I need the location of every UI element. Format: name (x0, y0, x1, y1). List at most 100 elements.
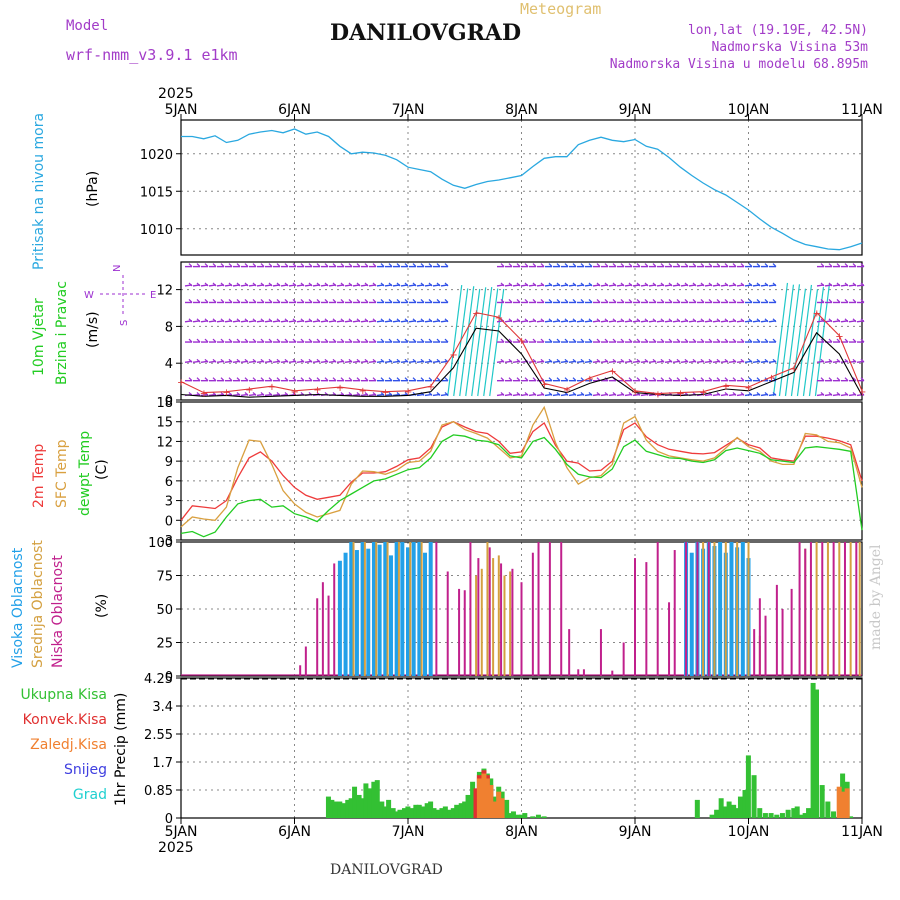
cloud-bar (299, 665, 301, 676)
wind-gust-marker: + (790, 364, 798, 375)
cloud-bar (338, 561, 342, 676)
wind-arrow-shaft (478, 287, 492, 396)
wind-gust-marker: + (563, 385, 571, 396)
precip-bar (432, 808, 437, 818)
cloud-bar (741, 542, 745, 676)
y-tick-label: 50 (156, 603, 173, 618)
cloud-bar (364, 542, 366, 676)
cloud-unit-label: (%) (94, 594, 110, 618)
precip-bar (795, 806, 800, 818)
cloud-bar (509, 571, 511, 676)
cloud-bar (821, 542, 823, 676)
wind-gust-marker: + (268, 382, 276, 393)
y-tick-label: 4 (165, 357, 173, 372)
precip-bar (820, 785, 825, 818)
cloud-bar (611, 671, 613, 676)
y-tick-label: 1015 (140, 185, 173, 200)
temperature-panel: -303691215182m Temp SFC Temp dewpt Temp (C) (31, 396, 862, 549)
precip-axis-label: 1hr Precip (mm) (113, 693, 129, 806)
y-tick-label: 9 (165, 455, 173, 470)
clouds-panel: 0255075100Visoka Oblacnost Srednja Oblacn… (10, 536, 862, 685)
cloud-bar (400, 542, 404, 676)
cloud-bar (844, 542, 846, 676)
precip-bar (840, 792, 845, 818)
cloud-bar (729, 542, 733, 676)
cloud-bar (344, 553, 348, 676)
cloud-bar (583, 669, 585, 676)
cloud-bar (804, 549, 806, 676)
wind-arrow-shaft (785, 284, 799, 396)
y-tick-label: 3 (165, 495, 173, 510)
precip-bar (763, 813, 768, 818)
wind-gust-marker: + (722, 381, 730, 392)
temp-unit-label: (C) (94, 459, 110, 480)
cloud-bar (748, 542, 750, 676)
cloud-bar (850, 542, 852, 676)
y-tick-label: 100 (148, 536, 173, 551)
precip-legend-item: Konvek.Kisa (23, 712, 107, 728)
y-tick-label: 3.4 (152, 700, 173, 715)
precip-bar (738, 797, 743, 818)
cloud-bar (375, 542, 377, 676)
y-tick-label: 8 (165, 320, 173, 335)
wind-gust-marker: + (472, 309, 480, 320)
cloud-bar (421, 542, 423, 676)
temperature-frame (181, 402, 862, 540)
cloud-bar (398, 542, 400, 676)
pressure-unit-label: (hPa) (85, 171, 101, 207)
cloud-bar (855, 542, 857, 676)
precip-bar (386, 800, 391, 818)
cloud-bar (503, 576, 505, 677)
cloud-bar (511, 569, 513, 676)
cloud-bar (464, 590, 466, 676)
compass-north: N (112, 265, 123, 272)
cloud-bar (634, 558, 636, 676)
cloud-bar (577, 669, 579, 676)
precip-bar (814, 690, 819, 818)
precip-bar (466, 795, 471, 818)
precip-bar (825, 802, 830, 818)
precip-bar (806, 808, 811, 818)
precip-legend-item: Grad (73, 787, 107, 803)
precip-bar (363, 783, 368, 818)
precip-legend-item: Zaledj.Kisa (30, 737, 107, 753)
precip-legend-item: Ukupna Kisa (20, 687, 107, 703)
wind-gust-marker: + (631, 387, 639, 398)
wind-gust-marker: + (313, 385, 321, 396)
wind-gust-marker: + (222, 388, 230, 399)
cloud-bar (492, 558, 494, 676)
precip-bar (752, 775, 757, 818)
cloud-bar (366, 549, 370, 676)
wind-unit-label: (m/s) (85, 311, 101, 348)
year-label-top: 2025 (158, 86, 194, 102)
cloud-bar (305, 647, 307, 676)
precip-bar (522, 813, 527, 818)
precip-legend: Ukupna KisaKonvek.KisaZaledj.KisaSnijegG… (20, 687, 107, 803)
wind-arrow-shaft (779, 285, 793, 396)
x-tick-label-bottom: 5JAN (165, 824, 198, 840)
y-tick-label: 1010 (140, 223, 173, 238)
cloud-bar (668, 602, 670, 676)
pressure-axis-label: Pritisak na nivou mora (31, 113, 47, 270)
precip-bar (397, 810, 402, 818)
cloud-bar (333, 563, 335, 676)
cloud-bar (447, 571, 449, 676)
cloud-bar (458, 589, 460, 676)
cloud-bar (560, 542, 562, 676)
cloud-bar (690, 553, 694, 676)
precip-bar (831, 811, 836, 818)
cloud-bar (816, 542, 818, 676)
cloud-bar (765, 616, 767, 676)
y-tick-label: 0.85 (144, 784, 173, 799)
precip-bar (536, 815, 541, 818)
precip-bar (488, 785, 493, 818)
y-tick-label: 12 (156, 284, 173, 299)
cloud-bar (316, 598, 318, 676)
wind-gust-marker: + (404, 387, 412, 398)
wind-arrow-shaft (472, 287, 486, 396)
cloud-bar (859, 542, 861, 676)
y-tick-label: 18 (156, 396, 173, 411)
y-tick-label: 25 (156, 637, 173, 652)
precip-bar (769, 813, 774, 818)
cloud-bar (409, 542, 411, 676)
